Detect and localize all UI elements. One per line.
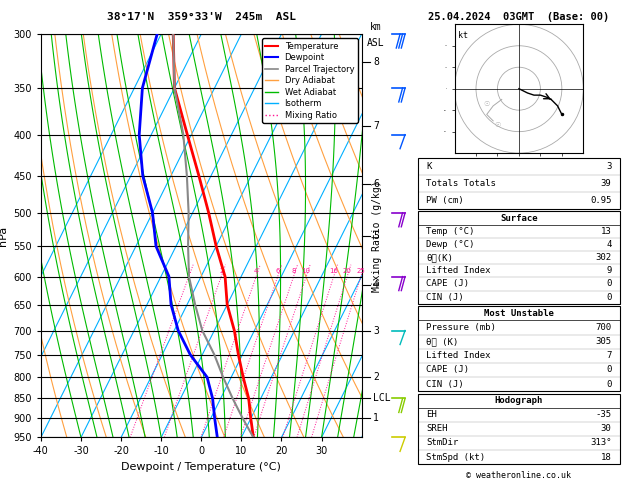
Text: ASL: ASL <box>367 38 385 48</box>
Text: 7: 7 <box>606 351 611 360</box>
Text: 25: 25 <box>357 268 365 274</box>
Text: 1: 1 <box>373 414 379 423</box>
X-axis label: Dewpoint / Temperature (°C): Dewpoint / Temperature (°C) <box>121 462 281 472</box>
Text: 700: 700 <box>596 323 611 332</box>
Text: 16: 16 <box>329 268 338 274</box>
Text: LCL: LCL <box>373 393 391 403</box>
Text: Pressure (mb): Pressure (mb) <box>426 323 496 332</box>
Text: CIN (J): CIN (J) <box>426 293 464 302</box>
Text: 38°17'N  359°33'W  245m  ASL: 38°17'N 359°33'W 245m ASL <box>107 12 296 22</box>
Text: 9: 9 <box>606 266 611 275</box>
Text: 10: 10 <box>302 268 311 274</box>
Text: Mixing Ratio (g/kg): Mixing Ratio (g/kg) <box>372 180 382 292</box>
Text: 313°: 313° <box>590 438 611 448</box>
Y-axis label: hPa: hPa <box>0 226 8 246</box>
Text: Totals Totals: Totals Totals <box>426 179 496 188</box>
Text: θᴇ(K): θᴇ(K) <box>426 253 454 262</box>
Text: 4: 4 <box>254 268 259 274</box>
Text: 5: 5 <box>373 231 379 242</box>
Text: 2: 2 <box>219 268 223 274</box>
Text: 4: 4 <box>373 280 379 290</box>
Text: CAPE (J): CAPE (J) <box>426 365 469 375</box>
Text: θᴇ (K): θᴇ (K) <box>426 337 459 346</box>
Text: 2: 2 <box>373 372 379 382</box>
Text: 25.04.2024  03GMT  (Base: 00): 25.04.2024 03GMT (Base: 00) <box>428 12 610 22</box>
Text: 7: 7 <box>373 121 379 131</box>
Text: 1: 1 <box>187 268 191 274</box>
Text: 305: 305 <box>596 337 611 346</box>
Text: 8: 8 <box>373 57 379 67</box>
Text: Lifted Index: Lifted Index <box>426 266 491 275</box>
Text: Surface: Surface <box>500 213 538 223</box>
Text: 0: 0 <box>606 293 611 302</box>
Text: 0.95: 0.95 <box>590 196 611 205</box>
Text: 0: 0 <box>606 365 611 375</box>
Text: 18: 18 <box>601 452 611 462</box>
Text: 3: 3 <box>373 326 379 335</box>
Text: 6: 6 <box>373 178 379 189</box>
Text: 4: 4 <box>606 240 611 249</box>
Text: 3: 3 <box>606 162 611 171</box>
Text: 39: 39 <box>601 179 611 188</box>
Text: © weatheronline.co.uk: © weatheronline.co.uk <box>467 471 571 480</box>
Text: StmSpd (kt): StmSpd (kt) <box>426 452 486 462</box>
Text: Temp (°C): Temp (°C) <box>426 226 475 236</box>
Text: Hodograph: Hodograph <box>495 396 543 405</box>
Text: 0: 0 <box>606 380 611 389</box>
Text: Lifted Index: Lifted Index <box>426 351 491 360</box>
Text: 13: 13 <box>601 226 611 236</box>
Text: 302: 302 <box>596 253 611 262</box>
Text: CIN (J): CIN (J) <box>426 380 464 389</box>
Text: 6: 6 <box>276 268 280 274</box>
Text: 8: 8 <box>291 268 296 274</box>
Text: 30: 30 <box>601 424 611 434</box>
Text: Most Unstable: Most Unstable <box>484 309 554 318</box>
Text: ☉: ☉ <box>494 122 501 128</box>
Text: CAPE (J): CAPE (J) <box>426 279 469 289</box>
Text: K: K <box>426 162 431 171</box>
Text: PW (cm): PW (cm) <box>426 196 464 205</box>
Text: kt: kt <box>459 31 469 40</box>
Text: ☉: ☉ <box>484 101 490 107</box>
Text: 20: 20 <box>343 268 352 274</box>
Text: StmDir: StmDir <box>426 438 459 448</box>
Text: 0: 0 <box>606 279 611 289</box>
Text: Dewp (°C): Dewp (°C) <box>426 240 475 249</box>
Legend: Temperature, Dewpoint, Parcel Trajectory, Dry Adiabat, Wet Adiabat, Isotherm, Mi: Temperature, Dewpoint, Parcel Trajectory… <box>262 38 357 123</box>
Text: SREH: SREH <box>426 424 448 434</box>
Text: km: km <box>370 22 382 32</box>
Text: EH: EH <box>426 410 437 419</box>
Text: -35: -35 <box>596 410 611 419</box>
